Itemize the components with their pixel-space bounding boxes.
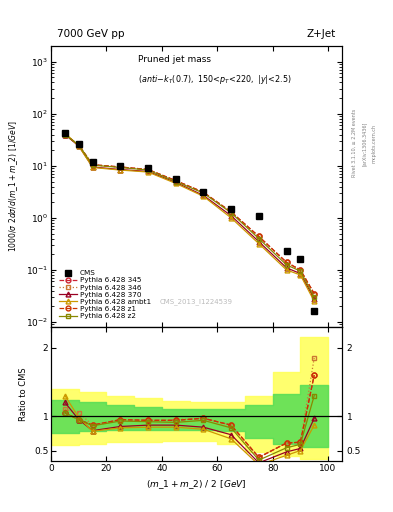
- Text: Z+Jet: Z+Jet: [307, 29, 336, 39]
- Legend: CMS, Pythia 6.428 345, Pythia 6.428 346, Pythia 6.428 370, Pythia 6.428 ambt1, P: CMS, Pythia 6.428 345, Pythia 6.428 346,…: [58, 269, 152, 321]
- Text: 7000 GeV pp: 7000 GeV pp: [57, 29, 125, 39]
- Text: Rivet 3.1.10, ≥ 2.2M events: Rivet 3.1.10, ≥ 2.2M events: [352, 109, 357, 178]
- Text: $(anti\!-\!k_T(0.7),\ 150\!<\!p_T\!<\!220,\ |y|\!<\!2.5)$: $(anti\!-\!k_T(0.7),\ 150\!<\!p_T\!<\!22…: [138, 73, 292, 86]
- Text: mcplots.cern.ch: mcplots.cern.ch: [371, 124, 376, 163]
- X-axis label: $(m\_1 + m\_2)\ /\ 2\ [GeV]$: $(m\_1 + m\_2)\ /\ 2\ [GeV]$: [146, 478, 247, 491]
- Text: Pruned jet mass: Pruned jet mass: [138, 54, 211, 63]
- Text: [arXiv:1306.3436]: [arXiv:1306.3436]: [362, 121, 367, 165]
- Text: CMS_2013_I1224539: CMS_2013_I1224539: [160, 298, 233, 305]
- Y-axis label: Ratio to CMS: Ratio to CMS: [19, 367, 28, 421]
- Y-axis label: $1000/\sigma\ 2d\sigma/d(m\_1 + m\_2)\ [1/GeV]$: $1000/\sigma\ 2d\sigma/d(m\_1 + m\_2)\ […: [8, 121, 20, 252]
